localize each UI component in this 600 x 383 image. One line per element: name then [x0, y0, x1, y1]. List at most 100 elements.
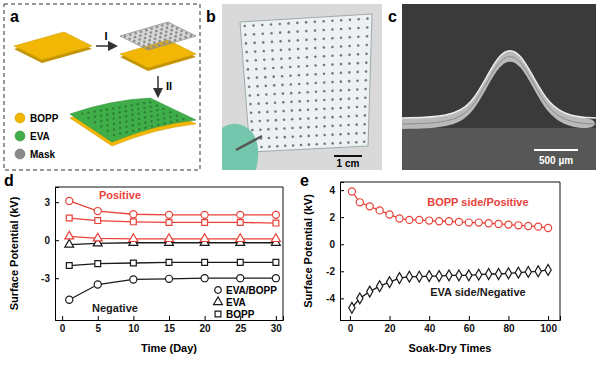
- y-tick-mark: [340, 271, 344, 272]
- mask-hole: [138, 42, 141, 45]
- mask-sheet: [120, 22, 196, 50]
- film-bump: [308, 143, 311, 146]
- data-point: [201, 211, 208, 218]
- film-bump: [365, 53, 368, 56]
- eva-bump: [137, 113, 139, 115]
- mask-hole: [185, 32, 188, 35]
- mask-hole: [170, 33, 173, 36]
- mask-hole: [160, 32, 163, 35]
- film-bump: [258, 111, 261, 114]
- y-tick: -4: [326, 293, 344, 304]
- data-point: [202, 220, 208, 226]
- x-tick-label: 15: [164, 323, 176, 334]
- mask-hole: [166, 27, 169, 30]
- film-bump: [340, 19, 343, 22]
- film-bump: [363, 123, 366, 126]
- y-tick-label: -3: [41, 273, 50, 284]
- data-point: [348, 188, 355, 195]
- data-point: [436, 218, 443, 225]
- mask-hole: [147, 47, 150, 50]
- x-tick: 0: [348, 316, 354, 334]
- x-tick-mark: [62, 316, 63, 320]
- film-bump: [299, 126, 302, 129]
- eva-bump: [149, 101, 151, 103]
- data-point: [396, 273, 402, 284]
- data-point: [386, 211, 393, 218]
- film-bump: [323, 81, 326, 84]
- data-point: [426, 271, 432, 282]
- x-tick-mark: [390, 316, 391, 320]
- eva-bump: [156, 109, 158, 111]
- mask-hole: [133, 40, 136, 43]
- film-bump: [243, 25, 246, 28]
- film-bump: [323, 90, 326, 93]
- film-bump: [355, 132, 358, 135]
- data-point: [356, 199, 363, 206]
- data-point: [94, 281, 101, 288]
- film-bump: [331, 19, 334, 22]
- data-point: [165, 234, 174, 242]
- film-bump: [348, 89, 351, 92]
- film-bump: [288, 40, 291, 43]
- eva-bump: [143, 102, 145, 104]
- film-bump: [364, 114, 367, 117]
- film-bump: [305, 39, 308, 42]
- film-bump: [267, 119, 270, 122]
- x-tick-mark: [508, 316, 509, 320]
- data-point: [485, 220, 492, 227]
- eva-bump: [143, 107, 145, 109]
- film-bump: [247, 68, 250, 71]
- eva-bump: [163, 112, 165, 114]
- tweezers: [236, 136, 262, 150]
- film-bump: [274, 101, 277, 104]
- data-point: [130, 276, 137, 283]
- film-bump: [263, 58, 266, 61]
- mask-hole: [180, 34, 183, 37]
- plot-area: [65, 197, 280, 303]
- film-bump: [357, 18, 360, 21]
- y-tick-label: 0: [44, 235, 50, 246]
- film-bump: [314, 38, 317, 41]
- film-bump: [340, 36, 343, 39]
- x-tick: 20: [384, 316, 396, 334]
- film-bump: [246, 59, 249, 62]
- film-bump: [282, 92, 285, 95]
- x-tick-label: 20: [384, 323, 396, 334]
- data-point: [200, 234, 209, 242]
- film-bump: [307, 100, 310, 103]
- series-line: [69, 218, 276, 223]
- x-axis-title: Time (Day): [141, 342, 197, 354]
- data-point: [165, 275, 172, 282]
- film-bump: [255, 68, 258, 71]
- film-bump: [299, 118, 302, 121]
- x-tick-mark: [350, 316, 351, 320]
- eva-bump: [138, 118, 140, 120]
- legend-label: BOPP: [226, 309, 255, 320]
- y-tick: -2: [326, 266, 344, 277]
- film-bump: [298, 74, 301, 77]
- film-bump: [331, 63, 334, 66]
- film-bump: [290, 92, 293, 95]
- eva-bump: [156, 114, 158, 116]
- film-bump: [283, 127, 286, 130]
- eva-bump: [81, 112, 83, 114]
- y-axis: -4-2024: [326, 183, 344, 321]
- sem-substrate: [402, 128, 596, 170]
- film-bump: [323, 55, 326, 58]
- data-point: [95, 218, 101, 224]
- eva-bump: [113, 123, 115, 125]
- eva-bump: [150, 110, 152, 112]
- film-bump: [347, 115, 350, 118]
- film-bump: [250, 120, 253, 123]
- eva-bump: [132, 130, 134, 132]
- eva-bump: [125, 125, 127, 127]
- scale-bar-label: 1 cm: [337, 158, 360, 169]
- film-bump: [261, 24, 264, 27]
- y-tick-mark: [55, 240, 59, 241]
- eva-bump: [157, 124, 159, 126]
- mask-hole: [148, 43, 151, 46]
- film-bump: [364, 88, 367, 91]
- film-bump: [348, 106, 351, 109]
- film-bump: [258, 120, 261, 123]
- eva-bump: [149, 105, 151, 107]
